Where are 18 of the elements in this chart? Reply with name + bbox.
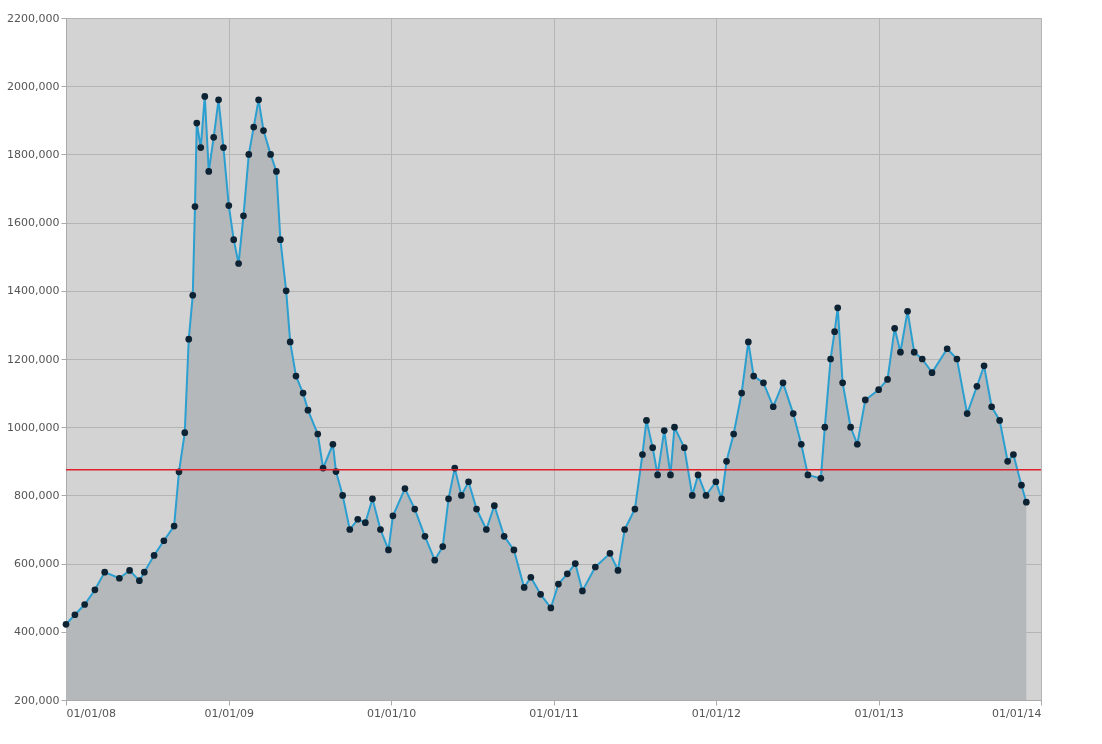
x-tick-label: 01/01/11 — [529, 706, 579, 720]
y-tick-label: 2000,000 — [7, 79, 60, 93]
y-tick-label: 1000,000 — [7, 420, 60, 434]
y-tick-label: 800,000 — [14, 488, 60, 502]
y-tick-label: 1400,000 — [7, 284, 60, 298]
y-tick-label: 1200,000 — [7, 352, 60, 366]
y-tick-label: 200,000 — [14, 693, 60, 707]
x-tick-label: 01/01/14 — [992, 706, 1042, 720]
x-tick-label: 01/01/13 — [854, 706, 904, 720]
x-tick-label: 01/01/09 — [204, 706, 254, 720]
y-tick-label: 2200,000 — [7, 11, 60, 25]
y-tick-label: 1800,000 — [7, 147, 60, 161]
x-tick-label: 01/01/10 — [366, 706, 417, 720]
y-tick-label: 600,000 — [14, 557, 60, 571]
x-tick-label: 01/01/08 — [66, 706, 116, 720]
x-tick-label: 01/01/12 — [691, 706, 742, 720]
y-tick-label: 400,000 — [14, 625, 60, 639]
y-tick-label: 1600,000 — [7, 216, 60, 230]
